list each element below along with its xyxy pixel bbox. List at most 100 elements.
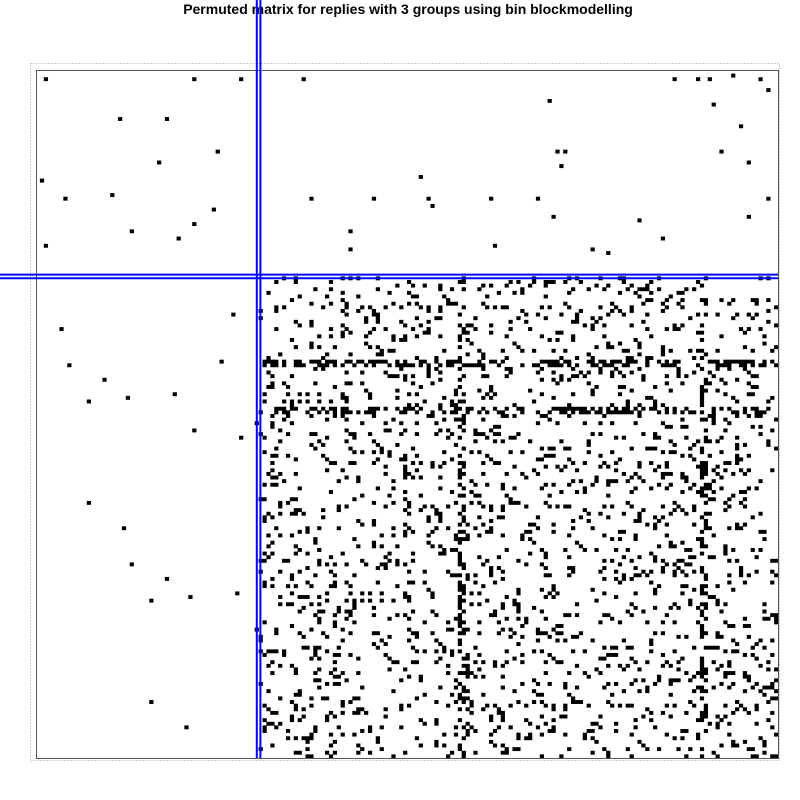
matrix-cell <box>364 711 368 715</box>
matrix-cell <box>469 407 473 411</box>
matrix-cell <box>321 356 325 360</box>
matrix-cell <box>548 454 552 458</box>
matrix-cell <box>473 646 477 650</box>
matrix-cell <box>704 602 708 606</box>
matrix-cell <box>692 555 696 559</box>
matrix-cell <box>270 711 274 715</box>
matrix-cell <box>368 599 372 603</box>
matrix-cell <box>637 345 641 349</box>
matrix-cell <box>704 573 708 577</box>
matrix-cell <box>282 653 286 657</box>
matrix-cell <box>673 501 677 505</box>
matrix-cell <box>348 360 352 364</box>
matrix-cell <box>520 450 524 454</box>
matrix-cell <box>716 472 720 476</box>
matrix-cell <box>735 378 739 382</box>
matrix-cell <box>700 356 704 360</box>
matrix-cell <box>680 472 684 476</box>
matrix-cell <box>739 501 743 505</box>
matrix-cell <box>298 363 302 367</box>
matrix-cell <box>509 436 513 440</box>
matrix-cell <box>551 588 555 592</box>
matrix-cell <box>571 461 575 465</box>
matrix-cell <box>673 736 677 740</box>
matrix-cell <box>540 305 544 309</box>
matrix-cell <box>501 602 505 606</box>
matrix-cell <box>454 410 458 414</box>
matrix-cell <box>376 287 380 291</box>
matrix-cell <box>700 468 704 472</box>
matrix-cell <box>630 476 634 480</box>
matrix-cell <box>649 334 653 338</box>
matrix-cell <box>587 410 591 414</box>
matrix-cell <box>505 660 509 664</box>
matrix-cell <box>551 718 555 722</box>
matrix-cell <box>665 327 669 331</box>
matrix-cell <box>770 570 774 574</box>
matrix-cell <box>286 729 290 733</box>
matrix-cell <box>665 298 669 302</box>
matrix-cell <box>731 711 735 715</box>
matrix-cell <box>380 725 384 729</box>
matrix-cell <box>567 305 571 309</box>
matrix-cell <box>341 704 345 708</box>
matrix-cell <box>610 704 614 708</box>
matrix-cell <box>376 345 380 349</box>
matrix-cell <box>317 400 321 404</box>
matrix-cell <box>380 352 384 356</box>
matrix-cell <box>516 606 520 610</box>
matrix-cell <box>583 649 587 653</box>
matrix-cell <box>579 280 583 284</box>
matrix-cell <box>458 476 462 480</box>
matrix-cell <box>345 562 349 566</box>
matrix-cell <box>450 693 454 697</box>
matrix-cell <box>407 407 411 411</box>
matrix-cell <box>263 704 267 708</box>
matrix-cell <box>618 530 622 534</box>
matrix-cell <box>294 707 298 711</box>
matrix-cell <box>360 371 364 375</box>
matrix-cell <box>575 468 579 472</box>
matrix-cell <box>454 302 458 306</box>
matrix-cell <box>477 349 481 353</box>
matrix-cell <box>415 302 419 306</box>
matrix-cell <box>673 620 677 624</box>
matrix-cell <box>387 657 391 661</box>
matrix-cell <box>700 686 704 690</box>
matrix-cell <box>680 305 684 309</box>
matrix-cell <box>626 704 630 708</box>
matrix-cell <box>67 363 71 367</box>
matrix-cell <box>458 537 462 541</box>
matrix-cell <box>415 410 419 414</box>
matrix-cell <box>622 689 626 693</box>
matrix-cell <box>387 667 391 671</box>
matrix-cell <box>466 675 470 679</box>
matrix-cell <box>645 660 649 664</box>
matrix-cell <box>458 494 462 498</box>
matrix-cell <box>360 450 364 454</box>
matrix-cell <box>458 323 462 327</box>
matrix-cell <box>434 316 438 320</box>
matrix-cell <box>423 360 427 364</box>
matrix-cell <box>680 559 684 563</box>
matrix-cell <box>356 671 360 675</box>
matrix-cell <box>700 284 704 288</box>
matrix-cell <box>333 667 337 671</box>
matrix-cell <box>587 519 591 523</box>
matrix-cell <box>524 530 528 534</box>
matrix-cell <box>239 77 243 81</box>
matrix-cell <box>700 552 704 556</box>
matrix-cell <box>551 707 555 711</box>
matrix-cell <box>501 718 505 722</box>
matrix-cell <box>716 313 720 317</box>
matrix-cell <box>411 646 415 650</box>
matrix-cell <box>274 327 278 331</box>
matrix-cell <box>384 566 388 570</box>
matrix-cell <box>700 476 704 480</box>
matrix-cell <box>673 704 677 708</box>
matrix-cell <box>676 747 680 751</box>
matrix-cell <box>458 454 462 458</box>
matrix-cell <box>337 682 341 686</box>
matrix-cell <box>325 363 329 367</box>
matrix-cell <box>454 407 458 411</box>
